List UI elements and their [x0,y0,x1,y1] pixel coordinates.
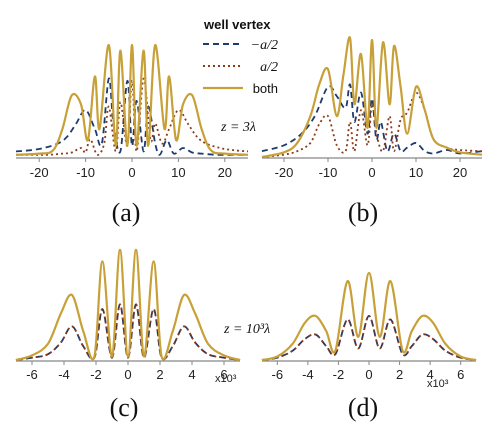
x-tick-label-d-5: 4 [427,367,434,382]
x-tick-label-b-0: -20 [275,165,294,180]
x-tick-label-c-1: -4 [58,367,70,382]
panel-b: -20 -10 0 10 20 (b) [261,36,483,227]
x-tick-label-d-0: -6 [272,367,284,382]
x-tick-label-c-2: -2 [90,367,102,382]
series-both-d [261,271,477,362]
annotation-c: z = 10³λ [223,322,270,337]
series-neg-d [261,315,477,361]
panel-a: -20 -10 0 10 20 (a) [15,43,249,227]
x-tick-label-a-3: 10 [171,165,185,180]
x-tick-label-c-6: 6 [220,367,227,382]
panel-label-b: (b) [348,198,378,227]
series-both-c [15,248,241,362]
x-tick-label-b-2: 0 [368,165,375,180]
series-both-a [15,43,249,156]
legend-title: well vertex [203,17,271,32]
series-neg-b [261,83,483,155]
legend-label-both: both [253,81,278,96]
x-tick-label-c-3: 0 [124,367,131,382]
x-multiplier-c: x10³ [215,373,237,385]
legend-label-neg: −a/2 [251,38,278,53]
x-tick-label-d-2: -2 [333,367,345,382]
x-tick-label-a-1: -10 [76,165,95,180]
series-neg-a [15,77,248,156]
x-tick-label-a-2: 0 [128,165,135,180]
series-pos-c [15,303,241,361]
x-tick-label-d-4: 2 [396,367,403,382]
x-tick-label-c-4: 2 [156,367,163,382]
series-pos-d [261,315,477,361]
panel-label-c: (c) [110,393,139,422]
x-tick-label-a-0: -20 [30,165,49,180]
x-tick-label-d-1: -4 [302,367,314,382]
x-tick-label-a-4: 20 [218,165,232,180]
x-tick-label-b-1: -10 [319,165,338,180]
annotation-a: z = 3λ [220,120,256,135]
legend-label-pos: a/2 [260,60,278,75]
panel-label-d: (d) [348,393,378,422]
x-tick-label-b-4: 20 [453,165,467,180]
x-tick-label-c-5: 4 [188,367,195,382]
panels: -20 -10 0 10 20(a)-20 -10 0 10 20(b)-6 -4 -2 0 2 4 6x1… [15,36,483,422]
legend: well vertex −a/2 a/2 both [203,17,278,96]
panel-d: -6 -4 -2 0 2 4 6 x10³ (d) [261,271,477,422]
x-tick-label-d-6: 6 [457,367,464,382]
x-multiplier-d: x10³ [427,378,449,390]
x-tick-label-b-3: 10 [409,165,423,180]
x-tick-label-d-3: 0 [365,367,372,382]
series-neg-c [15,303,241,361]
x-tick-label-c-0: -6 [26,367,38,382]
series-both-b [261,36,483,159]
panel-label-a: (a) [112,198,141,227]
